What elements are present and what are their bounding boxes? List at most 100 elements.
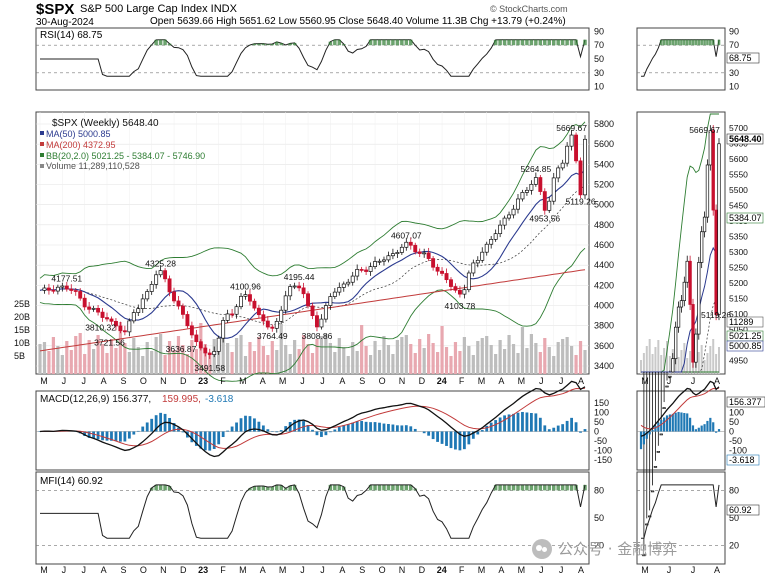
- price-tick-label: 4800: [594, 220, 614, 230]
- mfi-ticks: 80 80 50 50 20 20: [594, 485, 739, 550]
- candle-body: [212, 351, 217, 355]
- macd-hist-bar: [373, 422, 377, 432]
- x-tick-label-top: M: [478, 376, 486, 386]
- volume-tick-label: 5B: [14, 351, 25, 361]
- price-annotation: 4195.44: [284, 272, 315, 282]
- candle-body: [475, 259, 480, 264]
- candle-body: [511, 208, 516, 216]
- macd-hist-bar-right: [689, 417, 692, 432]
- bb-upper-line: [39, 121, 586, 279]
- macd-hist-bar-right: [663, 417, 666, 432]
- macd-hist-bar: [136, 430, 140, 432]
- price-ticks: 5800 5600 5400 5200 5000 4800 4600 4400 4200 4000…: [594, 119, 614, 371]
- candle-body: [127, 320, 132, 333]
- legend-ma50-swatch: [40, 131, 44, 135]
- legend-volume: Volume 11,289,110,528: [46, 161, 140, 171]
- candle-body: [382, 259, 386, 262]
- x-tick-label-top: F: [220, 376, 226, 386]
- legend-symbol: $SPX (Weekly) 5648.40: [52, 118, 159, 129]
- right-price-tick: 5550: [729, 169, 748, 179]
- volume-bar: [150, 351, 154, 374]
- volume-bar: [306, 344, 310, 374]
- volume-bar: [181, 345, 185, 374]
- macd-hist-bar-right: [691, 425, 695, 432]
- volume-bar: [351, 342, 355, 374]
- x-tick-label-top: J: [300, 376, 305, 386]
- volume-bar: [400, 337, 404, 374]
- macd-hist-bar: [266, 429, 270, 432]
- macd-hist-bar: [297, 419, 301, 432]
- macd-hist-bar: [494, 420, 498, 432]
- volume-bar: [96, 335, 100, 374]
- candle-body: [60, 285, 65, 288]
- volume-bar: [114, 348, 118, 374]
- candle-body: [149, 284, 154, 292]
- macd-hist-bar: [480, 430, 484, 432]
- volume-bar: [328, 343, 332, 374]
- right-candle-body: [691, 304, 695, 363]
- price-tick-label: 3400: [594, 361, 614, 371]
- macd-hist-bar: [422, 431, 426, 434]
- macd-hist-bar: [391, 424, 395, 432]
- candle-body: [288, 286, 293, 297]
- right-candle-body: [688, 260, 692, 305]
- volume-bar: [42, 342, 47, 374]
- right-volume-bar: [686, 358, 689, 374]
- volume-bar: [56, 346, 60, 374]
- right-annotation-high: 5669.67: [689, 125, 720, 135]
- candle-body: [158, 270, 163, 276]
- right-candle-body: [708, 130, 712, 166]
- candle-body: [569, 134, 574, 147]
- candle-body: [176, 300, 181, 307]
- candle-body: [167, 278, 172, 293]
- macd-hist-bar: [217, 431, 221, 445]
- candle-body: [306, 293, 310, 307]
- x-tick-label-top: A: [578, 376, 584, 386]
- macd-hist-bar: [168, 417, 171, 432]
- price-tick-label: 3600: [594, 341, 614, 351]
- candle-body: [574, 134, 579, 162]
- macd-hist-bar: [293, 419, 297, 432]
- macd-hist-bar-right: [654, 425, 657, 432]
- price-annotation: 4100.96: [230, 281, 261, 291]
- macd-hist-bar: [476, 431, 480, 435]
- candle-body: [489, 238, 494, 245]
- right-volume-bar: [666, 341, 668, 374]
- volume-bar: [444, 347, 449, 374]
- candle-body: [198, 341, 203, 349]
- candle-body: [91, 307, 96, 310]
- x-tick-label-bottom: A: [260, 565, 266, 575]
- macd-hist-bar: [212, 431, 216, 450]
- x-tick-label-top: M: [40, 376, 48, 386]
- candle-body: [507, 214, 512, 219]
- macd-hist-bar: [507, 414, 511, 432]
- x-tick-label-right-top: M: [641, 376, 649, 386]
- macd-hist-bar: [87, 431, 91, 438]
- right-price-tick: 5300: [729, 247, 748, 257]
- macd-hist-bar-right: [648, 431, 651, 435]
- price-annotation: 5669.67: [556, 123, 587, 133]
- x-tick-label-right-top: J: [691, 376, 696, 386]
- candle-body: [270, 326, 275, 329]
- right-price-tick: 5700: [729, 123, 748, 133]
- badge-bbmid: 5384.07: [729, 213, 762, 223]
- volume-bar: [47, 351, 51, 374]
- macd-hist-bar: [203, 431, 207, 451]
- volume-bar: [578, 341, 583, 374]
- right-candle-body: [642, 554, 646, 557]
- volume-bar: [498, 340, 502, 374]
- right-volume-bar: [657, 340, 660, 374]
- candle-body: [46, 287, 51, 291]
- candle-body: [64, 285, 69, 290]
- volume-bar: [92, 349, 96, 374]
- badge-ma50-box: [726, 340, 764, 352]
- candle-body: [274, 321, 279, 329]
- macd-hist-bar: [333, 429, 337, 432]
- candle-body: [417, 251, 422, 254]
- candle-body: [556, 167, 561, 179]
- right-price-tick: 5050: [729, 324, 748, 334]
- x-tick-label-bottom: J: [300, 565, 305, 575]
- macd-hist-bar: [306, 425, 310, 432]
- volume-bar: [476, 341, 480, 374]
- candle-body: [516, 198, 520, 210]
